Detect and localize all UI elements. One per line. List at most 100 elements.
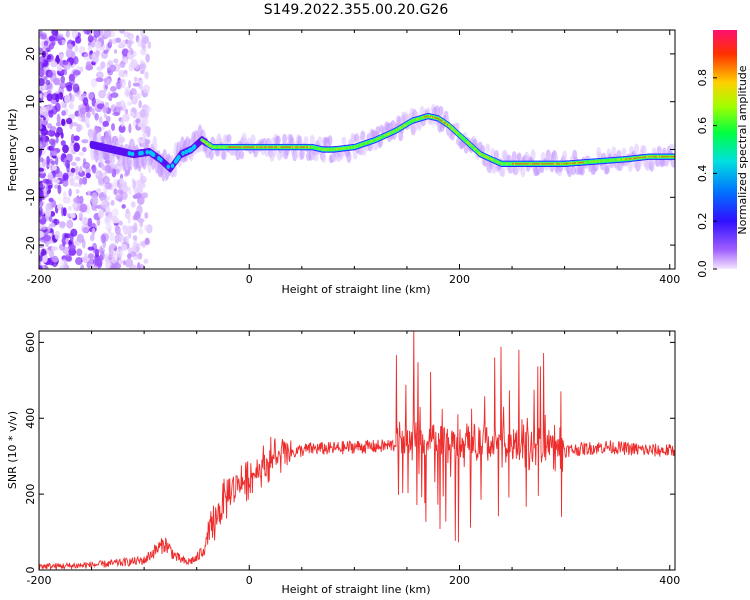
ridge-core <box>184 149 188 155</box>
noise-blob <box>110 92 119 99</box>
noise-blob <box>45 202 52 212</box>
noise-blob <box>111 257 118 264</box>
noise-blob <box>50 202 54 208</box>
noise-blob <box>95 50 100 58</box>
noise-blob <box>45 79 51 86</box>
ridge-haze <box>375 126 381 136</box>
noise-blob <box>81 216 89 225</box>
noise-blob <box>87 190 91 196</box>
noise-blob <box>94 41 102 49</box>
noise-blob <box>105 211 109 217</box>
noise-blob <box>66 117 73 125</box>
noise-blob <box>132 235 138 241</box>
noise-blob <box>87 44 93 51</box>
noise-blob <box>99 245 103 254</box>
noise-blob <box>113 188 118 195</box>
noise-blob <box>79 107 87 115</box>
noise-blob <box>39 255 43 262</box>
y-tick-label: 10 <box>24 95 37 109</box>
ridge-haze <box>221 150 227 161</box>
noise-blob <box>127 247 132 253</box>
noise-blob <box>67 205 72 211</box>
noise-blob <box>39 243 45 248</box>
noise-blob <box>66 219 74 229</box>
noise-blob <box>138 228 144 235</box>
noise-blob <box>93 30 101 38</box>
noise-blob <box>78 95 83 101</box>
noise-blob <box>68 73 76 82</box>
noise-blob <box>82 226 89 234</box>
noise-blob <box>74 44 79 53</box>
noise-blob <box>122 103 127 112</box>
ridge-core <box>140 150 144 156</box>
noise-blob <box>103 82 109 92</box>
noise-blob <box>77 111 82 122</box>
noise-blob <box>39 201 44 208</box>
noise-blob <box>122 113 130 122</box>
noise-blob <box>98 209 105 219</box>
ridge-haze <box>562 150 568 162</box>
noise-blob <box>118 259 123 265</box>
noise-blob <box>83 30 91 35</box>
snr-y-label: SNR (10 * v/v) <box>6 411 19 489</box>
noise-blob <box>91 227 96 236</box>
noise-blob <box>51 255 59 263</box>
noise-blob <box>39 225 47 231</box>
noise-blob <box>51 105 58 115</box>
noise-blob <box>103 112 108 119</box>
noise-blob <box>87 246 95 251</box>
noise-blob <box>39 197 43 203</box>
noise-blob <box>109 64 117 73</box>
noise-blob <box>98 116 103 124</box>
noise-blob <box>80 264 85 269</box>
noise-blob <box>70 161 77 166</box>
noise-blob <box>61 206 65 217</box>
ridge-haze <box>490 148 496 157</box>
noise-blob <box>43 234 51 242</box>
noise-blob <box>43 187 47 197</box>
noise-blob <box>83 52 92 61</box>
snr-frame <box>38 330 676 571</box>
spectrogram-panel: -200 0 200 400 -20 -10 0 10 20 Height of straig… <box>6 29 680 296</box>
noise-blob <box>39 67 45 78</box>
noise-blob <box>46 155 50 166</box>
noise-blob <box>139 264 145 269</box>
noise-blob <box>94 102 98 112</box>
noise-blob <box>39 47 44 53</box>
ridge-haze <box>317 136 323 146</box>
noise-blob <box>69 143 74 153</box>
x-tick-label: 200 <box>449 574 470 587</box>
noise-blob <box>132 255 140 261</box>
noise-blob <box>104 182 112 190</box>
noise-blob <box>82 146 87 153</box>
noise-blob <box>81 139 89 144</box>
noise-blob <box>39 117 43 127</box>
noise-blob <box>55 121 62 127</box>
noise-blob <box>124 235 129 245</box>
noise-blob <box>143 225 150 231</box>
noise-blob <box>103 30 112 38</box>
noise-blob <box>39 264 43 269</box>
noise-blob <box>64 94 71 104</box>
noise-blob <box>57 184 62 195</box>
ridge-haze <box>327 135 333 146</box>
noise-blob <box>128 186 132 195</box>
noise-blob <box>39 167 45 172</box>
noise-blob <box>64 233 72 239</box>
noise-blob <box>122 260 127 266</box>
noise-blob <box>68 188 72 197</box>
noise-blob <box>119 177 124 185</box>
ridge-haze <box>656 146 662 155</box>
ridge-core <box>170 163 175 169</box>
noise-blob <box>108 39 113 45</box>
ridge-haze <box>226 134 232 143</box>
x-tick-label: -200 <box>27 574 52 587</box>
noise-blob <box>147 41 152 49</box>
snr-x-label: Height of straight line (km) <box>281 583 430 596</box>
noise-blob <box>78 151 85 156</box>
noise-blob <box>58 53 64 60</box>
ridge-haze <box>627 160 633 172</box>
noise-blob <box>85 172 91 179</box>
noise-blob <box>62 246 70 255</box>
noise-blob <box>85 111 91 119</box>
